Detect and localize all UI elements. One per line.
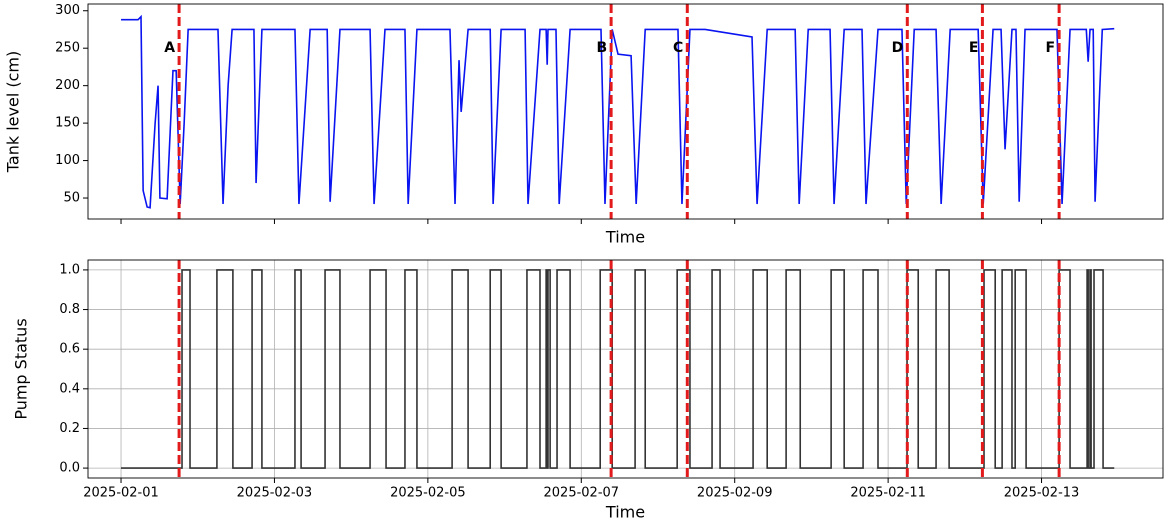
y-axis-label: Pump Status bbox=[12, 318, 31, 419]
event-label: F bbox=[1046, 40, 1056, 56]
y-tick-label: 0.2 bbox=[59, 421, 80, 436]
y-tick-label: 150 bbox=[55, 116, 80, 131]
x-tick-label: 2025-02-01 bbox=[83, 486, 159, 501]
event-label: C bbox=[673, 40, 683, 56]
x-tick-label: 2025-02-11 bbox=[850, 486, 926, 501]
event-label: E bbox=[969, 40, 979, 56]
data-line bbox=[121, 14, 1115, 209]
event-label: D bbox=[892, 40, 904, 56]
y-tick-label: 0.8 bbox=[59, 302, 80, 317]
x-axis-label: Time bbox=[605, 228, 645, 247]
y-tick-label: 200 bbox=[55, 78, 80, 93]
x-tick-label: 2025-02-05 bbox=[390, 486, 466, 501]
plot-frame bbox=[87, 259, 1164, 479]
x-tick-label: 2025-02-07 bbox=[544, 486, 620, 501]
y-tick-label: 100 bbox=[55, 153, 80, 168]
x-axis-label: Time bbox=[605, 503, 645, 522]
y-tick-label: 50 bbox=[63, 191, 80, 206]
y-tick-label: 1.0 bbox=[59, 262, 80, 277]
data-line bbox=[121, 269, 1115, 469]
event-label: B bbox=[596, 40, 607, 56]
plot-frame bbox=[87, 3, 1164, 220]
y-axis-label: Tank level (cm) bbox=[4, 51, 23, 173]
y-tick-label: 300 bbox=[55, 3, 80, 18]
x-tick-label: 2025-02-03 bbox=[237, 486, 313, 501]
x-tick-label: 2025-02-09 bbox=[697, 486, 773, 501]
y-tick-label: 0.0 bbox=[59, 461, 80, 476]
x-tick-label: 2025-02-13 bbox=[1004, 486, 1080, 501]
y-tick-label: 250 bbox=[55, 41, 80, 56]
event-label: A bbox=[164, 40, 175, 56]
y-tick-label: 0.6 bbox=[59, 342, 80, 357]
y-tick-label: 0.4 bbox=[59, 381, 80, 396]
